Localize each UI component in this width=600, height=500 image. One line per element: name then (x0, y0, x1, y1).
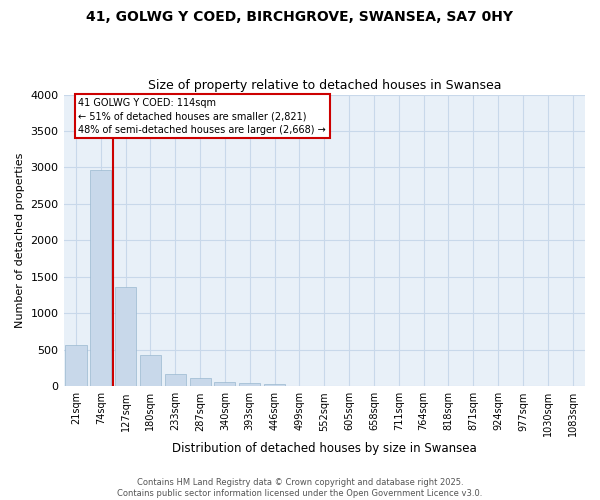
Text: 41 GOLWG Y COED: 114sqm
← 51% of detached houses are smaller (2,821)
48% of semi: 41 GOLWG Y COED: 114sqm ← 51% of detache… (79, 98, 326, 134)
Y-axis label: Number of detached properties: Number of detached properties (15, 153, 25, 328)
Bar (65, 346, 86, 387)
Title: Size of property relative to detached houses in Swansea: Size of property relative to detached ho… (148, 79, 501, 92)
Bar (264, 384, 285, 386)
Text: 41, GOLWG Y COED, BIRCHGROVE, SWANSEA, SA7 0HY: 41, GOLWG Y COED, BIRCHGROVE, SWANSEA, S… (86, 10, 514, 24)
X-axis label: Distribution of detached houses by size in Swansea: Distribution of detached houses by size … (172, 442, 476, 455)
Bar (90, 170, 112, 386)
Bar (140, 355, 161, 386)
Bar (190, 378, 211, 386)
Bar (214, 382, 235, 386)
Bar (165, 374, 186, 386)
Text: Contains HM Land Registry data © Crown copyright and database right 2025.
Contai: Contains HM Land Registry data © Crown c… (118, 478, 482, 498)
Bar (239, 384, 260, 386)
Bar (115, 287, 136, 386)
